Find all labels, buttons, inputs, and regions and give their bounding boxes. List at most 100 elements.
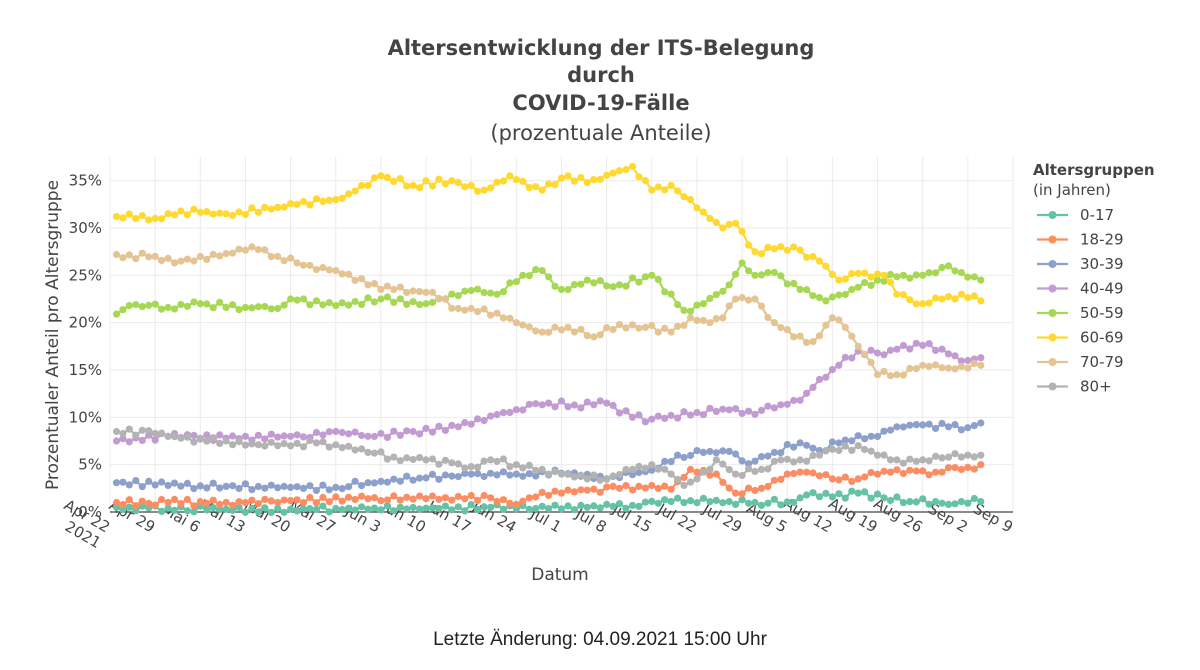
- data-point: [867, 346, 875, 354]
- data-point: [138, 303, 146, 311]
- legend-item-70-79[interactable]: 70-79: [1037, 353, 1124, 371]
- data-point: [661, 496, 669, 504]
- data-point: [757, 271, 766, 279]
- data-point: [209, 504, 217, 512]
- legend-item-80+[interactable]: 80+: [1037, 378, 1112, 396]
- data-point: [964, 499, 972, 507]
- data-point: [835, 276, 843, 284]
- data-point: [416, 301, 424, 309]
- data-point: [590, 176, 598, 184]
- data-point: [151, 481, 159, 489]
- data-point: [190, 257, 198, 265]
- data-point: [525, 272, 533, 280]
- data-point: [422, 300, 430, 308]
- legend-item-30-39[interactable]: 30-39: [1037, 255, 1124, 273]
- data-point: [848, 285, 856, 294]
- data-point: [764, 465, 772, 473]
- data-point: [835, 490, 843, 498]
- data-point: [396, 283, 404, 291]
- data-point: [615, 484, 624, 492]
- data-point: [925, 299, 933, 307]
- data-point: [241, 303, 249, 312]
- data-point: [680, 321, 688, 329]
- data-point: [345, 301, 353, 309]
- data-point: [551, 323, 559, 331]
- data-point: [390, 475, 398, 483]
- data-point: [132, 502, 140, 510]
- legend-item-0-17[interactable]: 0-17: [1037, 206, 1114, 224]
- data-point: [661, 465, 669, 473]
- data-point: [377, 429, 385, 438]
- data-point: [893, 493, 901, 501]
- data-point: [467, 463, 475, 471]
- data-point: [325, 299, 333, 307]
- data-point: [583, 179, 591, 187]
- data-point: [919, 300, 927, 308]
- data-point: [738, 294, 746, 302]
- data-point: [622, 165, 630, 174]
- data-point: [899, 459, 908, 467]
- data-point: [809, 469, 817, 477]
- data-point: [867, 494, 875, 502]
- data-point: [512, 176, 521, 184]
- data-point: [499, 409, 507, 417]
- data-point: [551, 181, 559, 189]
- data-point: [448, 506, 456, 514]
- data-point: [383, 455, 391, 463]
- data-point: [158, 507, 166, 515]
- data-point: [138, 249, 146, 257]
- data-point: [222, 437, 230, 445]
- data-point: [964, 451, 972, 459]
- data-point: [112, 427, 121, 436]
- data-point: [190, 502, 198, 510]
- data-point: [873, 270, 882, 278]
- data-point: [370, 504, 378, 512]
- data-point: [848, 477, 856, 486]
- data-point: [487, 412, 495, 420]
- data-point: [925, 362, 933, 370]
- data-point: [686, 411, 695, 419]
- data-point: [345, 483, 353, 491]
- data-point: [248, 496, 256, 504]
- data-point: [912, 498, 920, 506]
- legend-item-50-59[interactable]: 50-59: [1037, 304, 1124, 322]
- data-point: [732, 270, 740, 278]
- data-point: [254, 500, 262, 508]
- data-point: [564, 486, 572, 494]
- data-point: [841, 290, 849, 299]
- data-point: [377, 448, 385, 456]
- data-point: [790, 279, 798, 287]
- data-point: [635, 482, 643, 490]
- data-point: [474, 470, 482, 478]
- data-point: [732, 219, 740, 227]
- legend-item-40-49[interactable]: 40-49: [1037, 280, 1124, 298]
- data-point: [757, 484, 766, 492]
- data-point: [609, 325, 617, 334]
- data-point: [873, 451, 882, 459]
- data-point: [248, 304, 256, 312]
- data-point: [383, 502, 391, 510]
- data-point: [893, 466, 901, 474]
- data-point: [125, 503, 133, 511]
- data-point: [119, 306, 127, 314]
- data-point: [370, 298, 378, 306]
- data-point: [899, 271, 908, 279]
- legend-label: 80+: [1080, 378, 1112, 396]
- data-point: [519, 464, 527, 472]
- data-point: [906, 466, 914, 474]
- data-point: [538, 502, 546, 510]
- legend-item-60-69[interactable]: 60-69: [1037, 329, 1124, 347]
- data-point: [609, 283, 617, 291]
- legend-item-18-29[interactable]: 18-29: [1037, 231, 1124, 249]
- data-point: [461, 469, 469, 477]
- data-point: [783, 470, 791, 478]
- data-point: [938, 345, 946, 353]
- data-point: [777, 475, 785, 483]
- data-point: [241, 441, 249, 449]
- data-point: [932, 269, 940, 277]
- legend-swatch-marker: [1048, 309, 1057, 317]
- legend-title: Altersgruppen: [1033, 161, 1155, 179]
- data-point: [293, 200, 301, 208]
- data-point: [499, 177, 507, 185]
- data-point: [809, 444, 817, 452]
